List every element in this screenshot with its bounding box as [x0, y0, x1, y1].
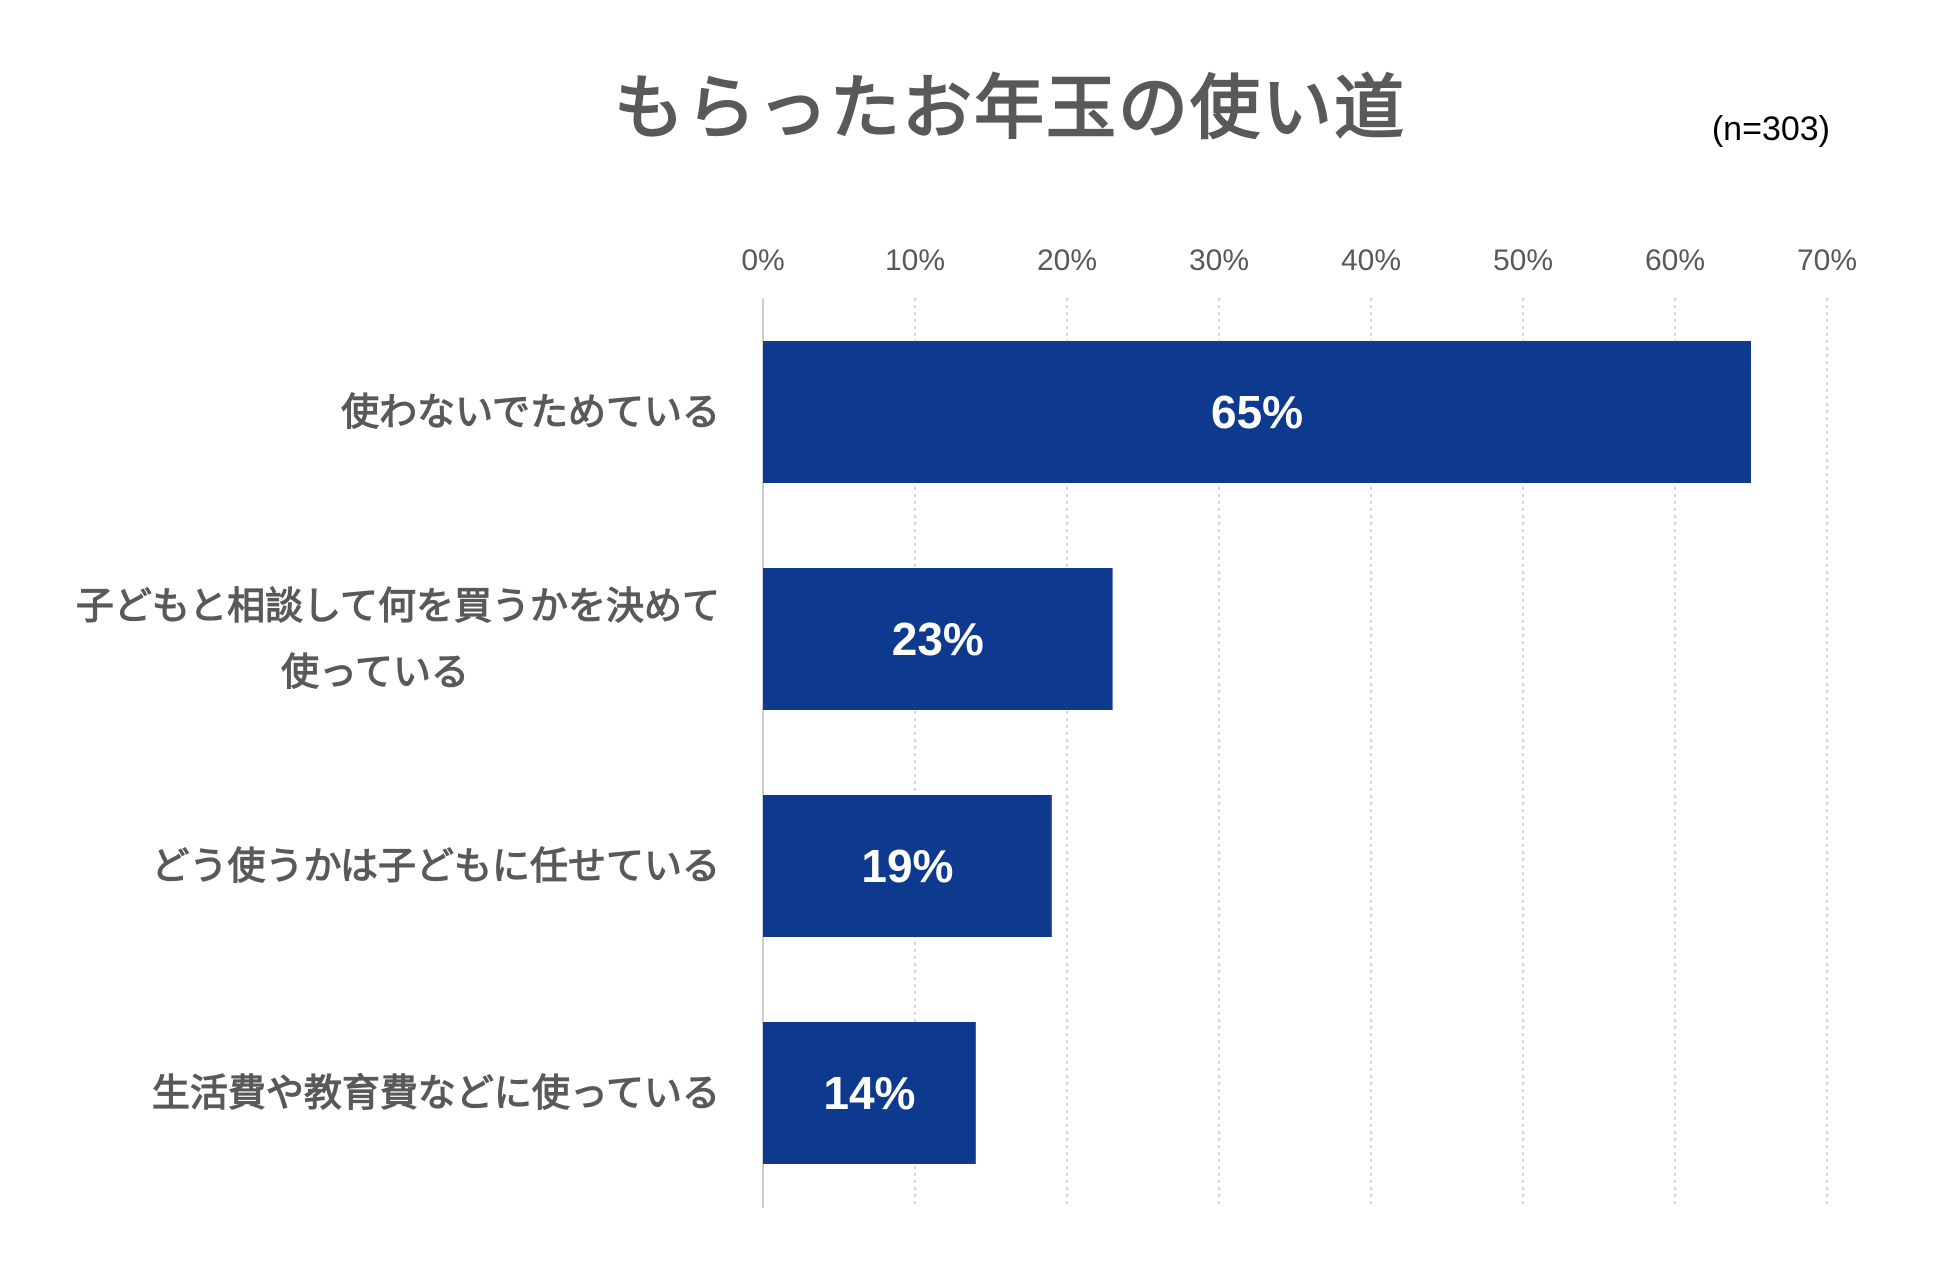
data-label: 19% — [861, 840, 953, 892]
x-tick-label: 50% — [1493, 244, 1553, 277]
sample-size-note: (n=303) — [1711, 110, 1830, 148]
bar — [763, 568, 1113, 710]
x-tick-label: 30% — [1189, 244, 1249, 277]
x-tick-label: 60% — [1645, 244, 1705, 277]
x-tick-label: 20% — [1037, 244, 1097, 277]
category-label: 子どもと相談して何を買うかを決めて — [76, 584, 720, 628]
chart-title: もらったお年玉の使い道 — [614, 67, 1406, 149]
bar — [763, 1022, 976, 1164]
category-label: 生活費や教育費などに使っている — [152, 1071, 720, 1115]
bar — [763, 341, 1751, 483]
bar — [763, 795, 1052, 937]
category-label: 使わないでためている — [341, 390, 720, 434]
data-label: 65% — [1211, 386, 1303, 438]
x-tick-label: 0% — [741, 244, 784, 277]
x-tick-label: 40% — [1341, 244, 1401, 277]
data-label: 14% — [823, 1067, 915, 1119]
x-tick-label: 10% — [885, 244, 945, 277]
category-label: 使っている — [281, 650, 469, 694]
category-label: どう使うかは子どもに任せている — [152, 844, 720, 888]
x-tick-label: 70% — [1797, 244, 1857, 277]
data-label: 23% — [892, 613, 984, 665]
